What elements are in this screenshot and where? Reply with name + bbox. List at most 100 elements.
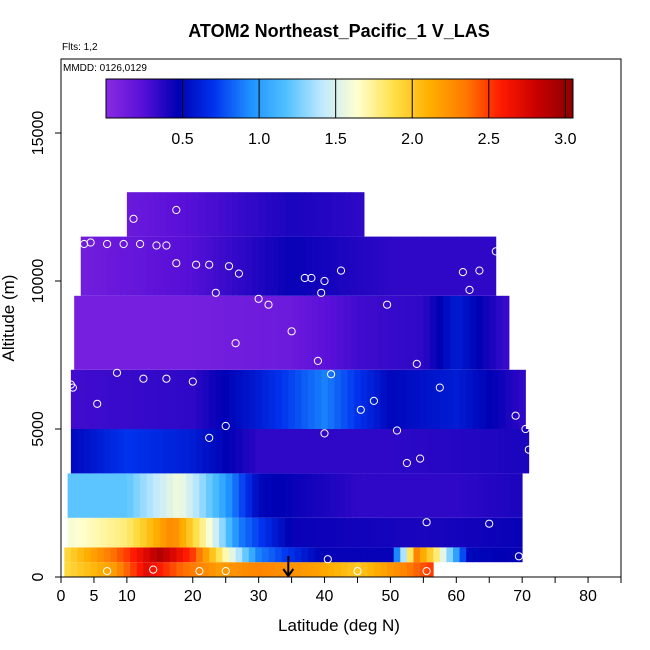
sample-point	[188, 377, 197, 386]
heatmap-cell	[298, 517, 306, 548]
heatmap-cell	[298, 192, 306, 237]
heatmap-cell	[271, 236, 279, 296]
heatmap-cell	[515, 517, 523, 548]
heatmap-cell	[173, 236, 180, 296]
heatmap-cell	[301, 429, 309, 474]
heatmap-cell	[360, 369, 368, 429]
heatmap-cell	[149, 429, 157, 474]
heatmap-cell	[173, 295, 180, 370]
heatmap-cell	[93, 295, 101, 370]
heatmap-cell	[215, 562, 223, 577]
heatmap-cell	[377, 295, 385, 370]
heatmap-cell	[268, 369, 276, 429]
heatmap-cell	[397, 236, 404, 296]
heatmap-cell	[205, 192, 213, 237]
heatmap-cell	[433, 547, 441, 563]
heatmap-cell	[255, 369, 263, 429]
heatmap-cell	[169, 369, 177, 429]
heatmap-cell	[255, 429, 263, 474]
heatmap-cell	[509, 473, 516, 518]
heatmap-cell	[110, 547, 118, 563]
heatmap-cell	[146, 192, 154, 237]
heatmap-cell	[456, 295, 464, 370]
heatmap-cell	[265, 236, 273, 296]
heatmap-cell	[163, 562, 171, 577]
heatmap-cell	[182, 547, 190, 563]
heatmap-cell	[133, 517, 141, 548]
heatmap-cell	[196, 369, 204, 429]
heatmap-cell	[337, 473, 345, 518]
sample-point	[465, 285, 474, 294]
heatmap-cell	[159, 295, 167, 370]
heatmap-cell	[423, 473, 431, 518]
heatmap-cell	[482, 295, 490, 370]
heatmap-cell	[439, 547, 447, 563]
heatmap-cell	[311, 192, 319, 237]
heatmap-cell	[130, 562, 138, 577]
heatmap-cell	[275, 369, 283, 429]
heatmap-cell	[453, 547, 460, 563]
heatmap-cell	[317, 517, 325, 548]
sample-point	[383, 300, 392, 309]
heatmap-cell	[255, 562, 263, 577]
heatmap-cell	[383, 473, 391, 518]
heatmap-cell	[331, 473, 339, 518]
heatmap-cell	[136, 429, 144, 474]
heatmap-cell	[433, 369, 441, 429]
heatmap-cell	[495, 473, 503, 518]
heatmap-cell	[133, 236, 141, 296]
heatmap-cell	[169, 429, 177, 474]
heatmap-cell	[426, 547, 434, 563]
heatmap-cell	[416, 236, 424, 296]
heatmap-cell	[156, 562, 164, 577]
heatmap-cell	[130, 429, 138, 474]
heatmap-cell	[502, 473, 510, 518]
sample-point	[287, 327, 296, 336]
heatmap-cell	[146, 517, 154, 548]
heatmap-cell	[357, 473, 365, 518]
heatmap-cell	[123, 369, 131, 429]
heatmap-cell	[393, 369, 401, 429]
heatmap-cell	[93, 473, 101, 518]
heatmap-cell	[265, 473, 273, 518]
heatmap-cell	[146, 236, 154, 296]
heatmap-cell	[252, 473, 260, 518]
heatmap-cell	[347, 547, 355, 563]
heatmap-cell	[413, 562, 421, 577]
heatmap-cell	[126, 192, 134, 237]
heatmap-cell	[70, 547, 78, 563]
heatmap-cell	[298, 295, 306, 370]
heatmap-cell	[166, 192, 174, 237]
heatmap-cell	[288, 547, 296, 563]
heatmap-cell	[163, 547, 171, 563]
heatmap-cell	[229, 429, 236, 474]
heatmap-cell	[252, 295, 260, 370]
heatmap-cell	[334, 562, 342, 577]
heatmap-cell	[476, 473, 484, 518]
heatmap-cell	[314, 562, 322, 577]
heatmap-cell	[459, 547, 467, 563]
heatmap-cell	[364, 236, 372, 296]
heatmap-cell	[268, 547, 276, 563]
heatmap-cell	[314, 369, 322, 429]
heatmap-cell	[87, 473, 95, 518]
heatmap-cell	[337, 517, 345, 548]
heatmap-cell	[113, 236, 121, 296]
heatmap-cell	[166, 473, 174, 518]
heatmap-cell	[215, 429, 223, 474]
heatmap-cell	[182, 429, 190, 474]
heatmap-cell	[219, 517, 227, 548]
heatmap-cell	[156, 369, 164, 429]
heatmap-cell	[107, 473, 115, 518]
heatmap-cell	[219, 473, 227, 518]
heatmap-cell	[373, 547, 381, 563]
heatmap-cell	[291, 517, 299, 548]
heatmap-cell	[245, 517, 253, 548]
heatmap-cell	[173, 473, 180, 518]
sample-point	[300, 273, 309, 283]
heatmap-cell	[512, 369, 520, 429]
heatmap-cell	[354, 429, 362, 474]
heatmap-cell	[182, 562, 190, 577]
heatmap-cell	[202, 429, 210, 474]
